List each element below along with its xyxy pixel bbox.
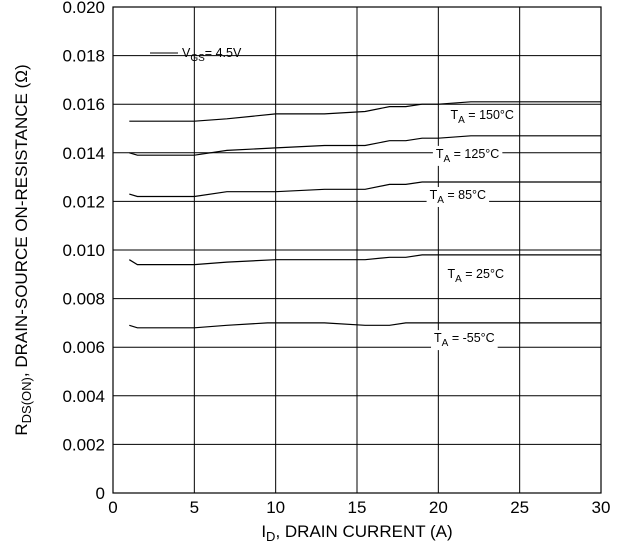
series-lines (128, 101, 601, 329)
y-tick-label: 0.006 (62, 338, 105, 357)
x-tick-label: 25 (510, 498, 529, 517)
y-tick-label: 0.014 (62, 144, 105, 163)
series-label: TA = 150°C (447, 107, 517, 128)
tick-labels: 0 5 10 15 20 25 30 0 0.002 0.004 0.006 0.008 0.010 0.… (62, 0, 610, 517)
x-tick-label: 10 (266, 498, 285, 517)
y-tick-label: 0.012 (62, 192, 105, 211)
series-label: TA = 125°C (432, 145, 503, 166)
condition-label: VGS= 4.5V (150, 46, 242, 64)
y-tick-label: 0.016 (62, 95, 105, 114)
series-line-1 (129, 135, 601, 156)
y-tick-label: 0.002 (62, 435, 105, 454)
y-tick-label: 0.010 (62, 241, 105, 260)
x-tick-label: 15 (348, 498, 367, 517)
y-tick-label: 0.020 (62, 0, 105, 17)
y-tick-label: 0.008 (62, 290, 105, 309)
x-tick-label: 30 (592, 498, 611, 517)
svg-text:TA = -55°C: TA = -55°C (434, 331, 495, 349)
y-tick-label: 0.004 (62, 387, 105, 406)
x-tick-label: 5 (190, 498, 199, 517)
x-tick-label: 20 (429, 498, 448, 517)
x-tick-label: 0 (108, 498, 117, 517)
y-tick-label: 0 (96, 484, 105, 503)
x-axis-title: ID, DRAIN CURRENT (A) (261, 522, 452, 544)
annotations: TA = 150°C TA = 125°C TA = 85°C TA = 25°C TA… (150, 46, 517, 351)
y-axis-title: RDS(ON), DRAIN-SOURCE ON-RESISTANCE (Ω) (12, 64, 34, 435)
svg-text:TA = 125°C: TA = 125°C (436, 147, 499, 165)
svg-text:TA = 150°C: TA = 150°C (451, 108, 514, 126)
series-line-4 (129, 322, 601, 329)
svg-text:TA = 25°C: TA = 25°C (447, 267, 504, 285)
svg-text:TA = 85°C: TA = 85°C (430, 188, 487, 206)
y-tick-label: 0.018 (62, 47, 105, 66)
svg-text:VGS= 4.5V: VGS= 4.5V (182, 46, 242, 64)
grid (113, 7, 601, 493)
series-line-0 (129, 101, 601, 122)
series-line-3 (128, 254, 601, 266)
series-label: TA = 25°C (444, 266, 507, 287)
series-label: TA = -55°C (431, 330, 498, 351)
series-line-2 (129, 181, 601, 198)
series-label: TA = 85°C (426, 186, 490, 207)
